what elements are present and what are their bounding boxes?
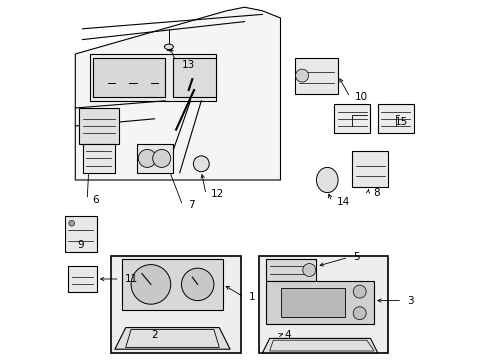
- Ellipse shape: [316, 167, 337, 193]
- Polygon shape: [280, 288, 345, 317]
- Polygon shape: [68, 266, 97, 292]
- Ellipse shape: [164, 44, 173, 50]
- Text: 14: 14: [336, 197, 349, 207]
- Polygon shape: [352, 151, 387, 187]
- Circle shape: [352, 307, 366, 320]
- Circle shape: [302, 264, 315, 276]
- Circle shape: [138, 149, 156, 167]
- Polygon shape: [93, 58, 165, 97]
- Text: 7: 7: [187, 200, 194, 210]
- Text: 12: 12: [211, 189, 224, 199]
- Polygon shape: [122, 259, 223, 310]
- Text: 4: 4: [284, 330, 291, 340]
- Circle shape: [181, 268, 213, 301]
- Polygon shape: [377, 104, 413, 133]
- Polygon shape: [89, 54, 215, 101]
- Polygon shape: [294, 58, 337, 94]
- Text: 5: 5: [352, 252, 359, 262]
- Polygon shape: [262, 338, 377, 353]
- Polygon shape: [75, 7, 280, 180]
- Text: 6: 6: [92, 195, 99, 205]
- Circle shape: [69, 220, 75, 226]
- Polygon shape: [334, 104, 370, 133]
- FancyBboxPatch shape: [111, 256, 241, 353]
- Text: 15: 15: [394, 117, 407, 127]
- Polygon shape: [172, 58, 215, 97]
- Text: 1: 1: [248, 292, 255, 302]
- Polygon shape: [265, 281, 373, 324]
- Circle shape: [152, 149, 170, 167]
- Text: 11: 11: [124, 274, 138, 284]
- Polygon shape: [79, 108, 118, 144]
- Circle shape: [295, 69, 308, 82]
- Text: 2: 2: [151, 330, 158, 340]
- Circle shape: [193, 156, 209, 172]
- Polygon shape: [82, 144, 115, 173]
- Text: 8: 8: [372, 188, 379, 198]
- Text: 3: 3: [407, 296, 413, 306]
- Polygon shape: [265, 259, 316, 281]
- Polygon shape: [136, 144, 172, 173]
- Circle shape: [131, 265, 170, 304]
- Text: 9: 9: [78, 240, 84, 250]
- FancyBboxPatch shape: [258, 256, 387, 353]
- Text: 10: 10: [354, 92, 367, 102]
- Circle shape: [352, 285, 366, 298]
- Text: 13: 13: [182, 60, 195, 70]
- Polygon shape: [64, 216, 97, 252]
- Polygon shape: [115, 328, 230, 349]
